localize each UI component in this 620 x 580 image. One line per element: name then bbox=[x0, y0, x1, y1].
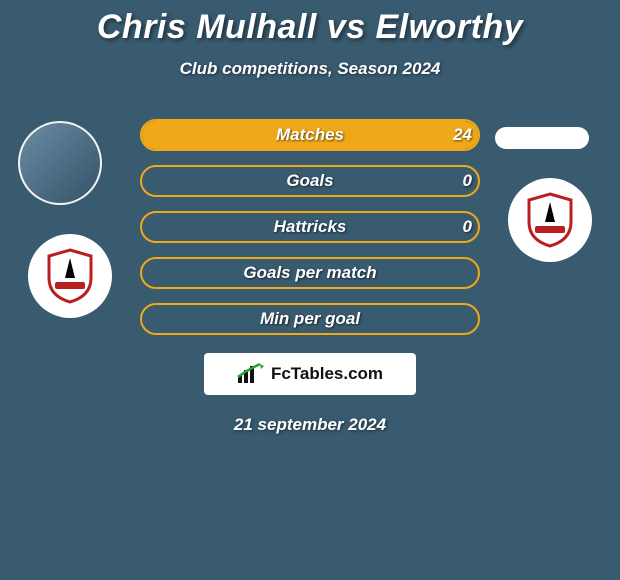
bars-icon bbox=[237, 363, 265, 385]
shield-icon bbox=[45, 248, 95, 304]
stat-value-right: 0 bbox=[463, 165, 472, 197]
date-text: 21 september 2024 bbox=[0, 415, 620, 435]
brand-badge: FcTables.com bbox=[204, 353, 416, 395]
player-left-avatar bbox=[18, 121, 102, 205]
shield-icon bbox=[525, 192, 575, 248]
page-title: Chris Mulhall vs Elworthy bbox=[0, 0, 620, 47]
stat-bar: Hattricks bbox=[140, 211, 480, 243]
stat-value-right: 0 bbox=[463, 211, 472, 243]
stat-label: Goals per match bbox=[142, 259, 478, 287]
crest-left-icon bbox=[28, 234, 112, 318]
stat-label: Min per goal bbox=[142, 305, 478, 333]
stat-label: Goals bbox=[142, 167, 478, 195]
player-right-pill bbox=[495, 127, 589, 149]
page-subtitle: Club competitions, Season 2024 bbox=[0, 59, 620, 79]
stat-bar: Min per goal bbox=[140, 303, 480, 335]
brand-text: FcTables.com bbox=[271, 364, 383, 384]
stat-bar: Matches bbox=[140, 119, 480, 151]
stat-bar: Goals bbox=[140, 165, 480, 197]
stat-value-right: 24 bbox=[453, 119, 472, 151]
stat-row: Min per goal bbox=[10, 303, 610, 335]
stat-label: Matches bbox=[142, 121, 478, 149]
stat-bar: Goals per match bbox=[140, 257, 480, 289]
crest-right-icon bbox=[508, 178, 592, 262]
stat-label: Hattricks bbox=[142, 213, 478, 241]
